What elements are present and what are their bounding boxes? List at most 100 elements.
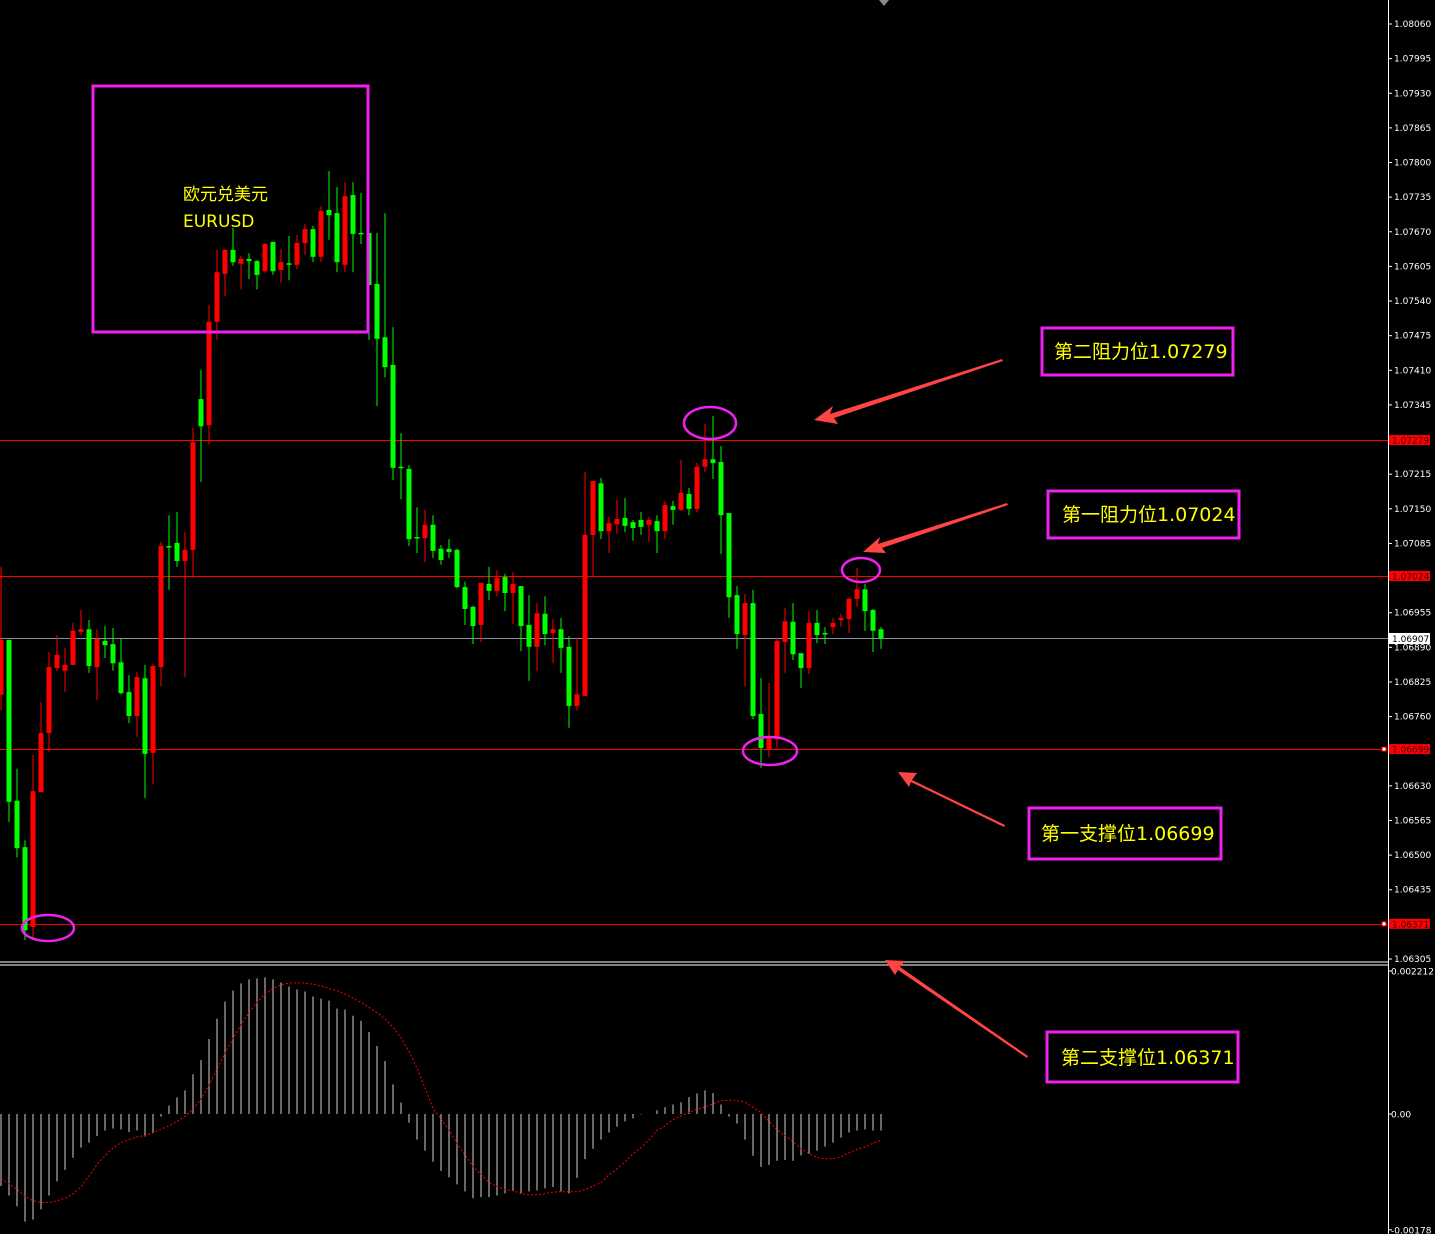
candle [102, 626, 108, 658]
candle [806, 611, 812, 674]
candle [198, 369, 204, 483]
candle-body [326, 209, 332, 216]
candle [262, 242, 268, 273]
candle [0, 566, 4, 711]
level-price-label: 1.06371 [1392, 920, 1429, 930]
level-anchor-handle[interactable] [1381, 921, 1387, 927]
candle-body [574, 694, 580, 706]
candle [694, 462, 700, 513]
candle-body [766, 737, 772, 750]
level-anchor-handle[interactable] [1381, 746, 1387, 752]
candle-body [430, 524, 436, 551]
candle-body [718, 461, 724, 516]
candle [182, 532, 188, 678]
candle-body [142, 678, 148, 754]
candle-body [102, 640, 108, 646]
symbol-name-cn: 欧元兑美元 [183, 185, 268, 205]
candle-body [318, 211, 324, 257]
candle-body [838, 618, 844, 621]
candle-body [310, 229, 316, 257]
candle [774, 637, 780, 747]
high-circle-marker [682, 405, 738, 441]
price-axis[interactable]: 1.08060 1.07995 1.07930 1.07865 1.07800 1.077… [1381, 20, 1431, 965]
candle [454, 548, 460, 589]
candle-body [222, 249, 228, 274]
candle-body [782, 621, 788, 643]
price-tick-label: 1.07930 [1394, 89, 1431, 99]
candle-body [62, 664, 68, 671]
candle-body [294, 242, 300, 265]
candle-body [46, 667, 52, 734]
resistance-1-label-box [1046, 489, 1241, 540]
candle [878, 627, 884, 649]
candle-body [734, 595, 740, 635]
resistance-1-label: 第一阻力位1.07024 [1062, 504, 1236, 526]
candle [494, 570, 500, 597]
candle-body [198, 399, 204, 427]
price-tick-label: 1.07085 [1394, 539, 1431, 549]
candle-body [54, 654, 60, 669]
candle [254, 260, 260, 290]
candle [710, 416, 716, 479]
candle-body [30, 791, 36, 928]
macd-axis: 0.002212 0.00 -0.00178 [1388, 968, 1434, 1234]
resistance-2-label-box [1040, 326, 1235, 377]
candle-body [654, 521, 660, 532]
candle [518, 586, 524, 652]
candle [766, 683, 772, 758]
candle-body [630, 522, 636, 528]
candle [614, 499, 620, 534]
support-circle-marker [741, 735, 799, 767]
candle [558, 618, 564, 673]
candle-body [806, 622, 812, 669]
candle [550, 619, 556, 664]
level-price-marker [1389, 918, 1430, 929]
candles [0, 171, 884, 940]
chart-shift-marker-icon[interactable] [879, 0, 889, 6]
candle [30, 754, 36, 940]
candle-body [246, 258, 252, 262]
candle-body [374, 283, 380, 339]
candle-body [70, 630, 76, 665]
candle [582, 472, 588, 696]
candle-body [0, 639, 4, 695]
candle-body [502, 577, 508, 593]
level-price-marker [1389, 570, 1430, 581]
candle [110, 628, 116, 671]
candle-body [278, 262, 284, 271]
price-tick-label: 1.07475 [1394, 332, 1431, 342]
price-tick-label: 1.06760 [1394, 713, 1431, 723]
candle [462, 581, 468, 625]
arrow-icon [898, 772, 1005, 827]
candle-body [94, 638, 100, 668]
candle-body [830, 622, 836, 628]
candle-body [150, 665, 156, 753]
price-tick-label: 1.07865 [1394, 124, 1431, 134]
candle-body [662, 505, 668, 532]
candle-body [126, 692, 132, 717]
candle-body [86, 629, 92, 666]
candle-body [534, 613, 540, 647]
candle [310, 225, 316, 263]
candle-body [118, 662, 124, 694]
candle-body [382, 337, 388, 368]
candle [750, 589, 756, 720]
candle-body [486, 583, 492, 591]
candle-body [790, 621, 796, 655]
candle [446, 539, 452, 558]
candle [502, 573, 508, 612]
candle-body [878, 629, 884, 639]
candle [630, 520, 636, 541]
candle-body [446, 548, 452, 552]
candle-body [518, 586, 524, 627]
price-tick-label: 1.07345 [1394, 401, 1431, 411]
candle [718, 445, 724, 555]
candle [662, 500, 668, 540]
candle [390, 327, 396, 481]
price-tick-label: 1.06890 [1394, 643, 1431, 653]
level-price-label: 1.07024 [1392, 572, 1429, 582]
support-1-label-box [1027, 806, 1223, 861]
price-tick-label: 1.06565 [1394, 816, 1431, 826]
candle [342, 182, 348, 273]
candle [830, 618, 836, 635]
